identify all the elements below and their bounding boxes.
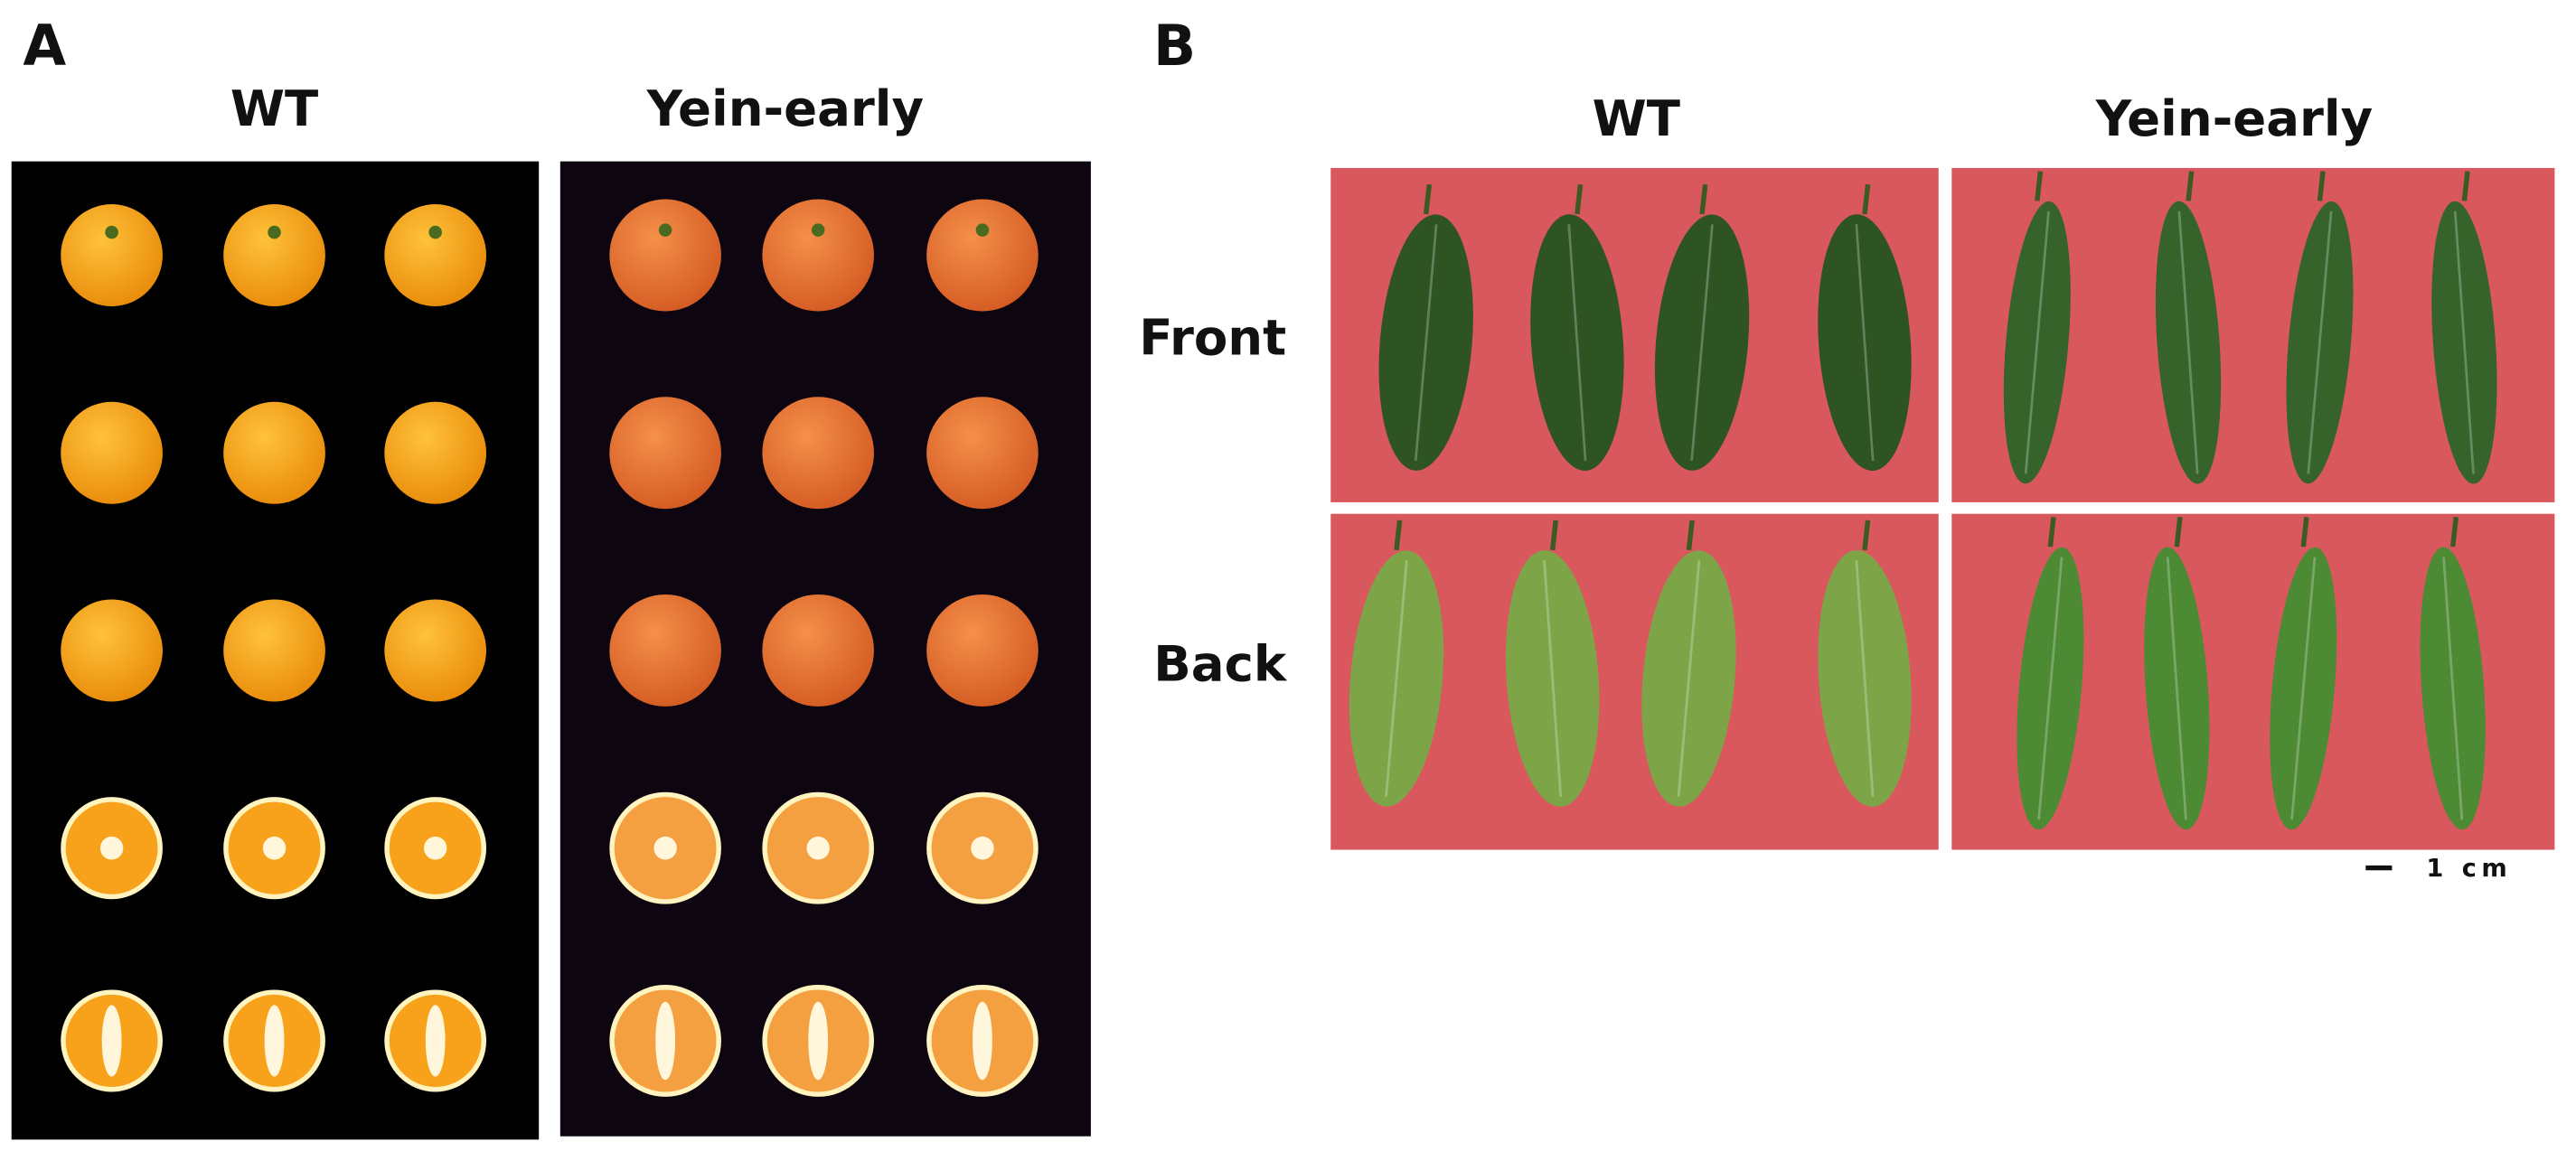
fruit [762,199,874,312]
fruit [61,401,163,504]
leaf-midrib [2177,211,2199,474]
fruit-core [264,1005,285,1077]
leaf-midrib [1414,224,1438,461]
leaf [2431,201,2497,484]
scale-label: 1 cm [2426,855,2512,883]
fruit [61,599,163,702]
leaf-stem [1549,520,1558,551]
leaf-midrib [1855,559,1875,797]
leaf-midrib [2290,557,2317,820]
leaf [2144,547,2210,830]
leaf-midrib [1855,224,1875,462]
leaf-stem [1423,183,1433,215]
column-label: Yein-early [2095,89,2373,147]
fruit-core [425,1005,446,1077]
fruit-stem [811,223,825,237]
leaf-midrib [1385,560,1408,797]
fruit-core [423,836,447,860]
fruit-core [655,1001,676,1081]
panel-label: B [1153,14,1196,79]
leaf [2003,201,2071,484]
fruit [762,594,874,707]
leaf [2017,547,2084,830]
leaf [2270,547,2337,830]
leaf [1349,550,1444,807]
column-label: WT [1593,89,1680,147]
leaf-midrib [2453,211,2475,474]
column-label: Yein-early [646,80,924,137]
leaf-midrib [2307,211,2333,474]
leaf-stem [2317,171,2326,201]
fruit-core [973,1001,992,1081]
fruit [223,599,325,702]
fruit-stem [658,223,672,237]
row-label: Front [1139,308,1286,366]
leaf-midrib [1690,224,1714,461]
leaf-stem [1862,183,1871,215]
fruit [223,401,325,504]
fruit [384,599,487,702]
leaf-midrib [2166,557,2187,820]
panel-label: A [23,14,66,79]
fruit-stem [428,225,442,239]
leaf-stem [2449,517,2459,548]
fruit-core [806,836,830,860]
fruit-core [808,1001,829,1081]
fruit-core [653,836,677,860]
leaf-stem [1862,520,1871,551]
fruit [609,199,721,312]
leaf [1818,550,1912,807]
leaf-stem [1394,520,1403,551]
leaf-midrib [2442,557,2464,820]
fruit [223,204,325,307]
leaf [1641,550,1736,807]
leaf-stem [2300,517,2309,548]
fruit-core [971,836,994,860]
leaf [1818,214,1912,471]
fruit [384,401,487,504]
column-label: WT [230,80,318,137]
leaf-stem [1575,183,1584,215]
leaf-stem [2035,171,2044,201]
fruit [926,594,1039,707]
fruit-stem [268,225,281,239]
leaf [2420,547,2486,830]
fruit [609,594,721,707]
fruit-stem [975,223,990,237]
fruit [61,204,163,307]
row-label: Back [1153,634,1288,692]
leaf [1530,214,1624,471]
fruit-core [101,1005,122,1077]
leaf-midrib [1567,224,1587,462]
leaf [1378,214,1473,471]
leaf-stem [2174,517,2183,548]
leaf-midrib [1543,559,1563,797]
leaf-stem [1699,183,1708,215]
fruit-stem [105,225,118,239]
fruit [609,397,721,510]
leaf [1505,550,1600,807]
leaf-midrib [1677,560,1701,797]
leaf-midrib [2024,211,2050,474]
fruit-core [99,836,124,860]
fruit [762,397,874,510]
leaf-midrib [2037,557,2064,820]
fruit [384,204,487,307]
fruit [926,397,1039,510]
leaf [1654,214,1750,471]
leaf [2155,201,2222,484]
leaf-stem [1686,520,1695,551]
leaf-stem [2186,171,2195,201]
leaf-stem [2461,171,2470,201]
fruit [926,199,1039,312]
leaf [2286,201,2354,484]
leaf-stem [2047,517,2056,548]
fruit-core [262,836,287,860]
